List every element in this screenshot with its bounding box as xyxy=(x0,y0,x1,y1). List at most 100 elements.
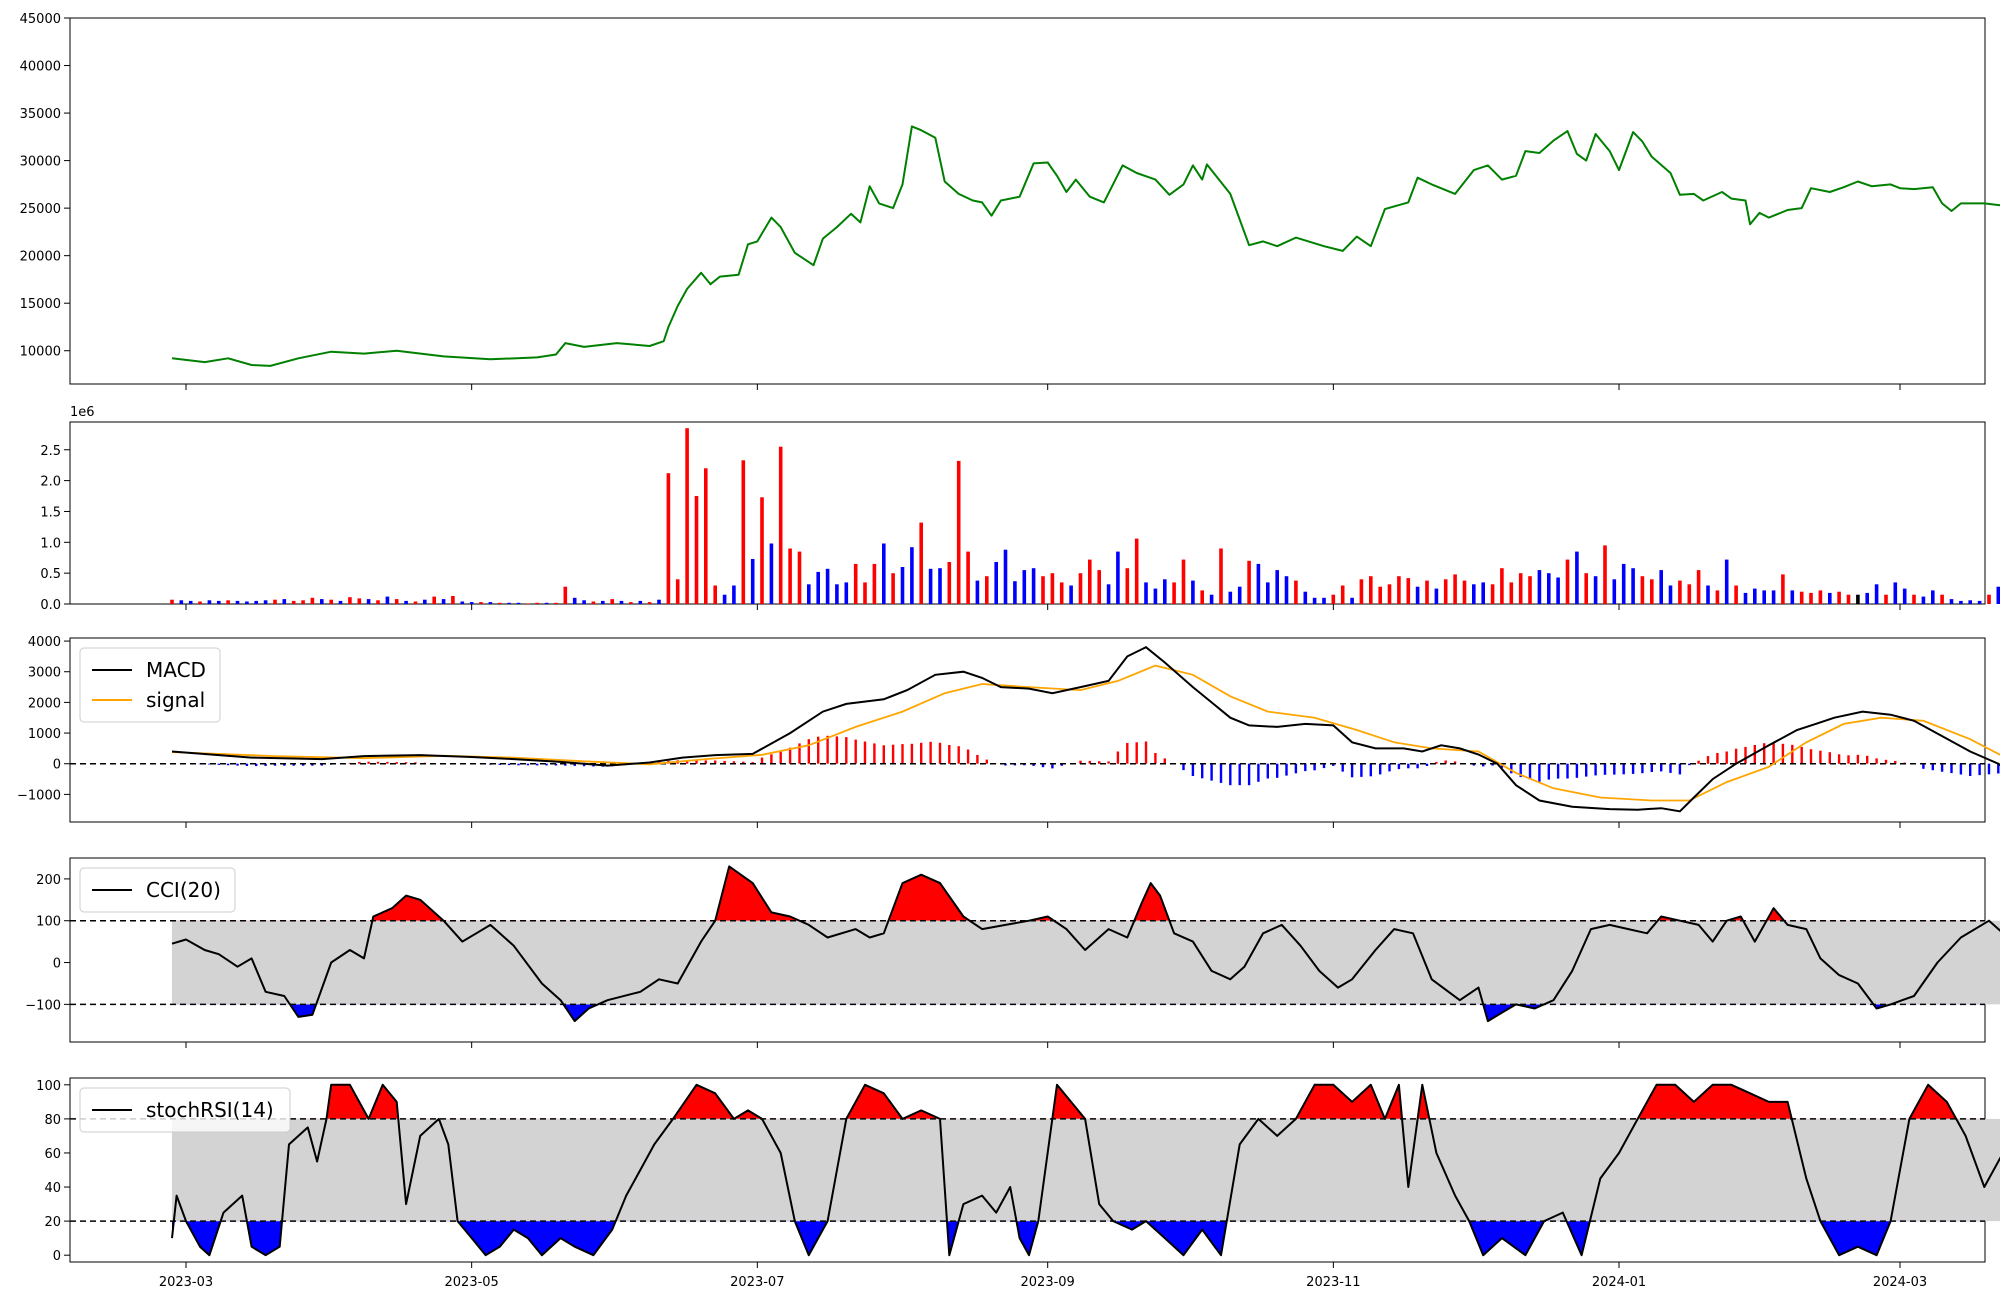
volume-bar xyxy=(188,600,193,604)
y-tick-label: 200 xyxy=(36,873,61,888)
macd-histogram-bar xyxy=(1922,763,1925,769)
volume-bar xyxy=(947,562,952,604)
volume-bar xyxy=(1284,576,1289,604)
panel-frame xyxy=(69,637,1986,823)
panel-frame xyxy=(69,17,1986,385)
volume-bar xyxy=(1987,594,1991,604)
macd-histogram-bar xyxy=(564,763,567,766)
y-tick-label: 3000 xyxy=(28,666,61,681)
x-tick-label: 2023-03 xyxy=(159,1275,213,1290)
macd-histogram-bar xyxy=(536,763,539,766)
threshold-band xyxy=(171,920,2000,1005)
volume-bar xyxy=(1312,597,1317,604)
y-tick-label: 1.5 xyxy=(40,505,61,520)
volume-bar xyxy=(938,568,942,604)
volume-bar xyxy=(685,428,689,604)
volume-bar xyxy=(1977,600,1982,604)
volume-bar xyxy=(1237,586,1242,604)
volume-bar xyxy=(1003,549,1008,604)
legend: stochRSI(14) xyxy=(79,1087,291,1133)
volume-bar xyxy=(535,602,539,604)
volume-bar xyxy=(1856,594,1860,604)
legend-box xyxy=(79,867,236,913)
macd-histogram-bar xyxy=(226,763,230,766)
macd-histogram-bar xyxy=(1397,763,1401,770)
volume-bar xyxy=(1743,592,1748,604)
volume-bar xyxy=(1940,594,1944,604)
volume-bar xyxy=(291,600,296,604)
macd-histogram-bar xyxy=(1734,748,1738,764)
x-tick-label: 2024-01 xyxy=(1592,1275,1646,1290)
x-tick-label: 2023-05 xyxy=(445,1275,499,1290)
macd-line xyxy=(171,646,2000,813)
y-tick-label: 80 xyxy=(44,1113,61,1128)
macd-histogram-bar xyxy=(966,749,970,764)
macd-histogram-bar xyxy=(685,760,689,764)
volume-bar xyxy=(1069,585,1073,604)
y-tick-label: 20000 xyxy=(20,250,61,265)
volume-bar xyxy=(853,563,858,604)
macd-histogram-bar xyxy=(1650,763,1653,772)
macd-histogram-bar xyxy=(404,762,408,764)
macd-histogram-bar xyxy=(826,735,829,764)
macd-histogram-bar xyxy=(1247,763,1251,786)
volume-bar xyxy=(1097,570,1101,604)
volume-bar xyxy=(1256,563,1261,604)
macd-histogram-bar xyxy=(704,760,707,764)
macd-histogram-bar xyxy=(1641,763,1644,774)
volume-bar xyxy=(544,602,549,604)
macd-histogram-bar xyxy=(1837,754,1841,764)
macd-histogram-bar xyxy=(1154,753,1157,764)
macd-histogram-bar xyxy=(1416,763,1419,769)
volume-bar xyxy=(1134,538,1139,604)
macd-histogram-bar xyxy=(236,763,239,766)
macd-histogram-bar xyxy=(1304,763,1307,772)
volume-bar xyxy=(1294,580,1298,604)
macd-histogram-bar xyxy=(1144,741,1148,764)
volume-bar xyxy=(1172,582,1176,604)
macd-histogram-bar xyxy=(1098,761,1101,764)
macd-histogram-bar xyxy=(1772,742,1775,764)
macd-histogram-bar xyxy=(1041,763,1045,768)
y-tick-label: 1000 xyxy=(28,727,61,742)
macd-histogram-bar xyxy=(386,761,389,764)
volume-bar xyxy=(1584,573,1588,604)
volume-bar xyxy=(1996,586,2000,604)
macd-histogram-bar xyxy=(507,763,511,766)
macd-histogram-bar xyxy=(807,739,810,764)
volume-bar xyxy=(198,601,202,604)
volume-bar xyxy=(638,600,643,604)
volume-bar xyxy=(1865,592,1869,604)
macd-histogram-bar xyxy=(1219,763,1223,783)
volume-bar xyxy=(1434,588,1439,604)
volume-bar xyxy=(1331,594,1336,604)
volume-bar xyxy=(516,602,521,604)
x-tick-label: 2023-07 xyxy=(730,1275,784,1290)
macd-histogram-bar xyxy=(1369,763,1372,777)
macd-histogram-bar xyxy=(1725,751,1728,764)
legend: CCI(20) xyxy=(79,867,236,913)
volume-bar xyxy=(1565,559,1570,604)
volume-bar xyxy=(1902,588,1907,604)
volume-bar xyxy=(479,602,483,604)
macd-histogram-bar xyxy=(1126,743,1129,764)
macd-histogram-bar xyxy=(901,744,904,764)
macd-histogram-bar xyxy=(1088,760,1091,764)
y-tick-label: 2000 xyxy=(28,696,61,711)
macd-histogram-bar xyxy=(1556,763,1560,779)
volume-bar xyxy=(301,600,305,604)
volume-bar xyxy=(1209,594,1214,604)
volume-bar xyxy=(816,571,820,604)
y-tick-label: 0.5 xyxy=(40,567,61,582)
volume-bar xyxy=(217,600,221,604)
volume-bar xyxy=(1874,584,1879,604)
volume-bar xyxy=(844,582,849,604)
macd-histogram-bar xyxy=(882,745,885,764)
volume-bar xyxy=(170,599,174,604)
volume-bar xyxy=(1303,591,1308,604)
y-tick-label: 100 xyxy=(36,1079,61,1094)
volume-bar xyxy=(282,599,287,604)
macd-histogram-bar xyxy=(301,763,305,766)
macd-histogram-bar xyxy=(395,762,398,764)
